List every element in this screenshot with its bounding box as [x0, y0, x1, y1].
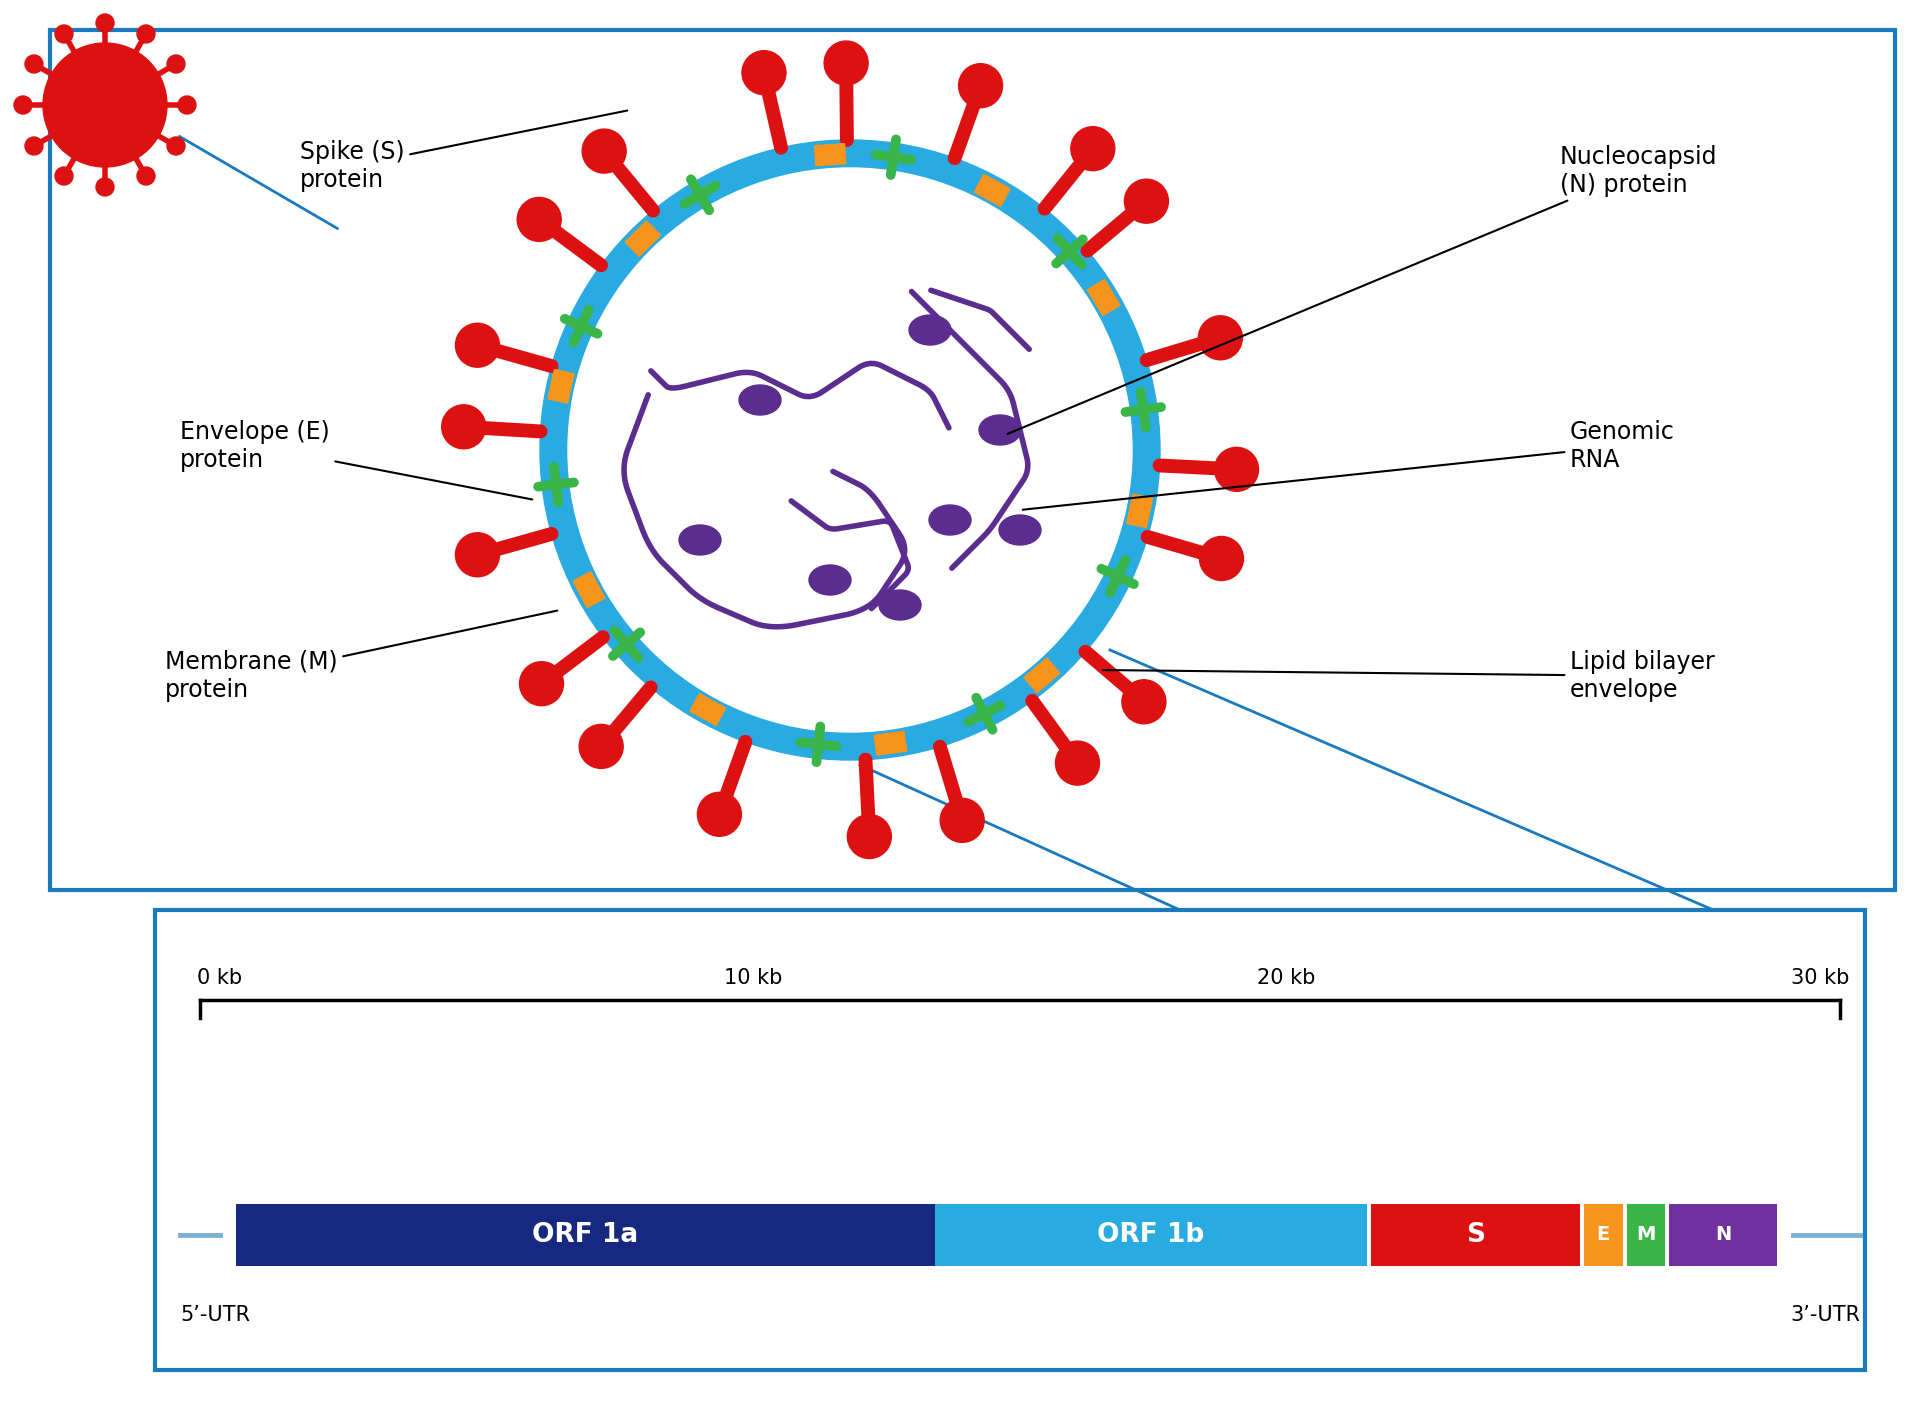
Text: 10 kb: 10 kb	[725, 969, 782, 988]
Text: Envelope (E)
protein: Envelope (E) protein	[180, 420, 532, 499]
Circle shape	[1056, 742, 1100, 785]
Bar	[626, 221, 660, 257]
Circle shape	[825, 41, 869, 85]
Bar	[935, 1204, 1366, 1266]
Bar	[574, 571, 605, 608]
Circle shape	[138, 166, 155, 185]
Circle shape	[568, 168, 1132, 732]
Circle shape	[1199, 536, 1243, 581]
Ellipse shape	[979, 415, 1022, 446]
Bar	[974, 175, 1010, 206]
Text: 30 kb: 30 kb	[1791, 969, 1850, 988]
Circle shape	[55, 166, 73, 185]
Bar	[155, 909, 1865, 1371]
Bar	[1023, 658, 1060, 692]
Text: 3’-UTR: 3’-UTR	[1791, 1306, 1859, 1325]
Ellipse shape	[999, 515, 1041, 546]
Bar	[815, 144, 846, 165]
Circle shape	[42, 42, 166, 166]
Ellipse shape	[930, 505, 972, 534]
Circle shape	[582, 130, 626, 173]
Circle shape	[178, 96, 195, 114]
Circle shape	[166, 55, 186, 73]
Text: E: E	[1597, 1225, 1611, 1245]
Circle shape	[742, 51, 786, 94]
Circle shape	[96, 14, 115, 32]
Bar	[1584, 1204, 1622, 1266]
Ellipse shape	[878, 589, 920, 620]
Circle shape	[455, 323, 499, 367]
Circle shape	[939, 798, 983, 842]
Circle shape	[455, 533, 499, 577]
Bar	[1372, 1204, 1580, 1266]
Bar	[50, 30, 1896, 890]
Ellipse shape	[738, 385, 781, 415]
Text: 20 kb: 20 kb	[1257, 969, 1316, 988]
Text: 5’-UTR: 5’-UTR	[180, 1306, 251, 1325]
Circle shape	[539, 140, 1159, 760]
Text: 0 kb: 0 kb	[197, 969, 243, 988]
Ellipse shape	[909, 314, 951, 345]
Text: Spike (S)
protein: Spike (S) protein	[300, 110, 627, 192]
Ellipse shape	[679, 525, 721, 556]
Ellipse shape	[809, 565, 851, 595]
Text: ORF 1b: ORF 1b	[1096, 1222, 1205, 1248]
Text: Lipid bilayer
envelope: Lipid bilayer envelope	[1102, 650, 1714, 702]
Text: Membrane (M)
protein: Membrane (M) protein	[165, 611, 557, 702]
Bar	[1087, 279, 1119, 316]
Circle shape	[847, 815, 891, 859]
Circle shape	[517, 197, 561, 241]
Bar	[691, 694, 725, 726]
Bar	[874, 732, 907, 756]
Text: N: N	[1716, 1225, 1731, 1245]
Circle shape	[580, 725, 624, 768]
Circle shape	[1198, 316, 1242, 360]
Bar	[1127, 493, 1152, 527]
Circle shape	[1071, 127, 1115, 171]
Text: M: M	[1636, 1225, 1655, 1245]
Circle shape	[442, 405, 486, 448]
Circle shape	[25, 55, 42, 73]
Bar	[547, 369, 574, 403]
Circle shape	[25, 137, 42, 155]
Circle shape	[698, 792, 742, 836]
Circle shape	[1125, 179, 1169, 223]
Circle shape	[1121, 680, 1165, 723]
Text: Genomic
RNA: Genomic RNA	[1023, 420, 1676, 509]
Circle shape	[13, 96, 33, 114]
Circle shape	[138, 25, 155, 42]
Bar	[1670, 1204, 1777, 1266]
Circle shape	[958, 63, 1002, 107]
Circle shape	[1215, 447, 1259, 491]
Text: ORF 1a: ORF 1a	[532, 1222, 639, 1248]
Text: S: S	[1465, 1222, 1484, 1248]
Circle shape	[55, 25, 73, 42]
Circle shape	[96, 178, 115, 196]
Bar	[235, 1204, 935, 1266]
Bar	[1626, 1204, 1666, 1266]
Circle shape	[166, 137, 186, 155]
Text: Nucleocapsid
(N) protein: Nucleocapsid (N) protein	[1008, 145, 1718, 434]
Circle shape	[520, 661, 564, 705]
